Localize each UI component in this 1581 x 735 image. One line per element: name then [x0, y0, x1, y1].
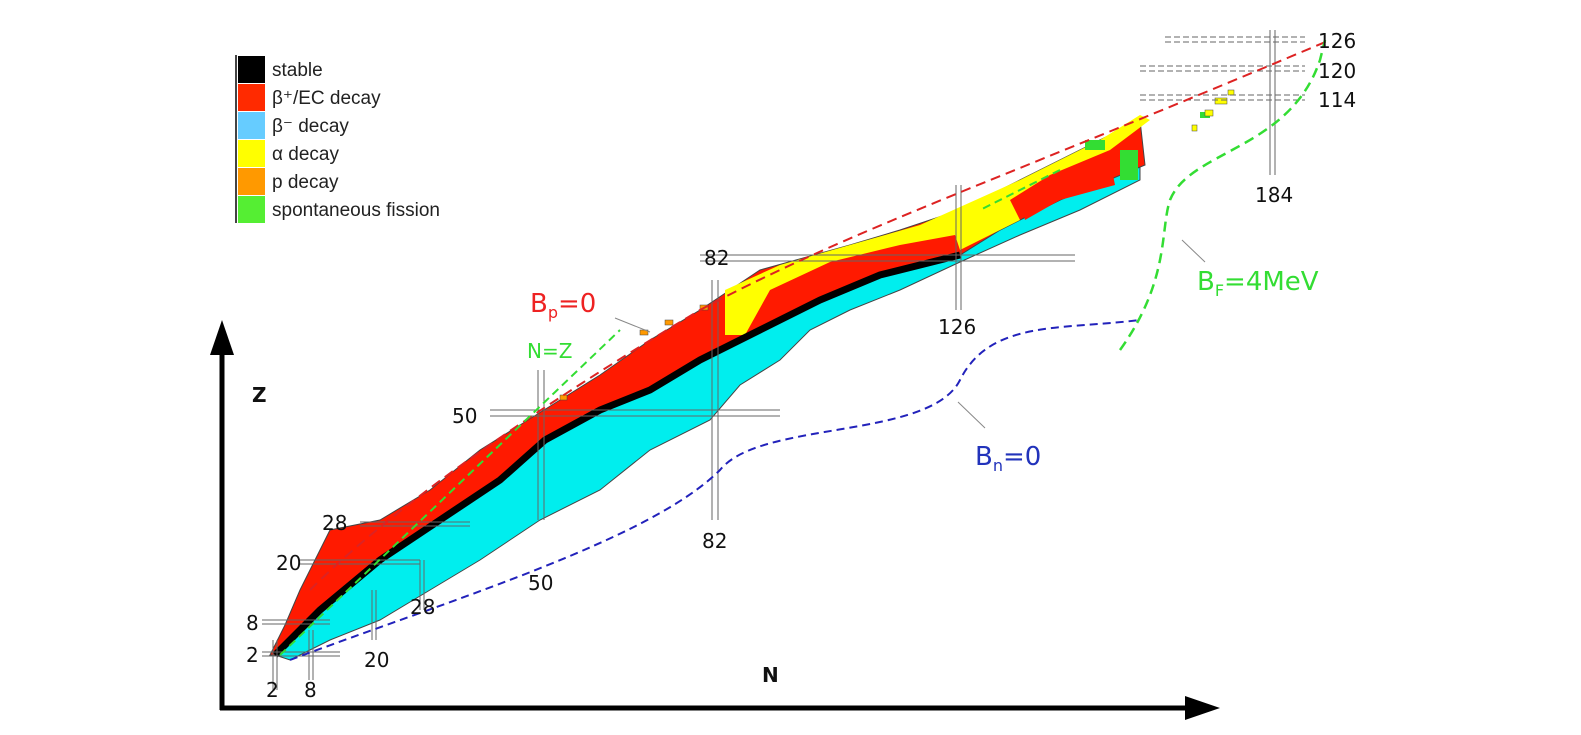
magic-lines	[262, 30, 1305, 690]
bp-zero-line	[309, 39, 1331, 591]
magic-n-2: 2	[266, 678, 279, 702]
magic-z-126: 126	[1318, 29, 1356, 53]
magic-n-50: 50	[528, 571, 553, 595]
legend-label: α decay	[272, 144, 339, 165]
axes[interactable]	[210, 320, 1220, 720]
magic-z-114: 114	[1318, 88, 1356, 112]
legend-swatch	[238, 56, 265, 83]
magic-z-8: 8	[246, 611, 259, 635]
bp-zero-label: Bp=0	[530, 289, 596, 322]
magic-z-120: 120	[1318, 59, 1356, 83]
beta-minus-region	[274, 164, 1141, 661]
magic-n-126: 126	[938, 315, 976, 339]
fission-line-segment	[979, 169, 1061, 211]
magic-z-2: 2	[246, 643, 259, 667]
magic-n-20: 20	[364, 648, 389, 672]
magic-n-184: 184	[1255, 183, 1293, 207]
legend-label: spontaneous fission	[272, 200, 440, 221]
red-island	[1020, 160, 1115, 220]
legend-swatch	[238, 140, 265, 167]
legend-swatch	[238, 112, 265, 139]
magic-z-50: 50	[452, 404, 477, 428]
bn-leader	[957, 401, 986, 429]
legend-swatch	[238, 84, 265, 111]
bf-leader	[1181, 239, 1206, 263]
legend-label: stable	[272, 60, 323, 81]
magic-n-28: 28	[410, 595, 435, 619]
magic-z-20: 20	[276, 551, 301, 575]
bf-line	[1118, 39, 1327, 351]
alpha-region	[725, 115, 1150, 335]
n-equals-z-line	[279, 329, 621, 656]
legend-swatch	[238, 168, 265, 195]
n-axis-label: N	[762, 663, 779, 687]
legend-label: β⁻ decay	[272, 116, 349, 137]
bn-zero-line	[289, 319, 1141, 661]
magic-n-82: 82	[702, 529, 727, 553]
bn-zero-label: Bn=0	[975, 442, 1041, 475]
n-equals-z-label: N=Z	[527, 339, 572, 363]
magic-z-82: 82	[704, 246, 729, 270]
bf-label: BF=4MeV	[1197, 267, 1319, 300]
legend-swatch	[238, 196, 265, 223]
magic-n-8: 8	[304, 678, 317, 702]
magic-z-28: 28	[322, 511, 347, 535]
superheavy-spots	[1191, 89, 1235, 132]
bp-leader	[614, 317, 651, 333]
z-axis-label: Z	[252, 383, 267, 407]
legend: stable β⁺/EC decay β⁻ decay α decay p decay s…	[235, 55, 440, 223]
legend-label: p decay	[272, 172, 339, 193]
legend-label: β⁺/EC decay	[272, 88, 381, 109]
